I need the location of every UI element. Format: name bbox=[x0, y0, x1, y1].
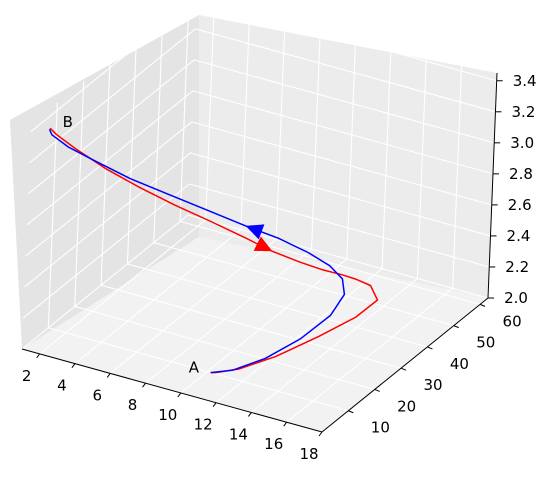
x-tick-label: 4 bbox=[57, 377, 67, 395]
z-tick-label: 3.4 bbox=[513, 72, 537, 90]
series-arrow-1 bbox=[253, 236, 273, 252]
x-tick-label: 2 bbox=[22, 367, 32, 385]
y-tick-label: 30 bbox=[424, 376, 443, 394]
z-tick-label: 2.6 bbox=[508, 196, 532, 214]
y-tick-mark bbox=[348, 410, 354, 414]
axes bbox=[21, 72, 498, 433]
floor-pane bbox=[22, 237, 488, 432]
series-line-1 bbox=[49, 127, 379, 374]
z-grid-line bbox=[29, 28, 496, 164]
x-tick-mark bbox=[142, 382, 146, 388]
z-axis-line bbox=[487, 72, 498, 299]
z-grid-line bbox=[26, 90, 494, 226]
x-tick-mark bbox=[212, 402, 217, 408]
series-arrow-2 bbox=[245, 224, 265, 240]
point-label-b: B bbox=[63, 113, 73, 131]
z-grid-line bbox=[22, 183, 490, 319]
x-tick-mark bbox=[177, 392, 182, 398]
z-tick-label: 2.2 bbox=[505, 258, 529, 276]
point-label-a: A bbox=[189, 359, 200, 377]
z-tick-label: 2.4 bbox=[507, 227, 531, 245]
x-tick-label: 14 bbox=[229, 425, 248, 443]
y-tick-label: 10 bbox=[371, 419, 390, 437]
z-tick-label: 2.8 bbox=[509, 165, 533, 183]
y-tick-label: 60 bbox=[503, 312, 522, 330]
tick-marks bbox=[36, 80, 503, 437]
y-tick-mark bbox=[427, 346, 433, 350]
x-tick-label: 16 bbox=[264, 435, 283, 453]
z-grid-line bbox=[30, 0, 497, 133]
y-tick-mark bbox=[400, 367, 407, 371]
x-tick-label: 10 bbox=[158, 406, 177, 424]
x-tick-label: 12 bbox=[194, 416, 213, 434]
x-tick-label: 18 bbox=[299, 445, 318, 463]
x-tick-mark bbox=[248, 412, 252, 417]
y-tick-label: 20 bbox=[397, 397, 416, 415]
y-tick-mark bbox=[374, 388, 380, 392]
z-grid-line bbox=[24, 152, 491, 288]
left-pane bbox=[10, 15, 199, 349]
x-tick-mark bbox=[71, 363, 76, 368]
x-axis-line bbox=[21, 348, 323, 433]
y-tick-label: 40 bbox=[450, 355, 469, 373]
z-grid-line bbox=[27, 59, 495, 195]
tick-labels: 2 4 6 8 10 12 14 16 18 10 20 30 40 50 60 2.0 2.2 2.4 2.6 2.… bbox=[22, 72, 537, 463]
z-tick-label: 3.2 bbox=[512, 103, 536, 121]
series-line-2 bbox=[48, 129, 346, 374]
back-pane bbox=[199, 15, 497, 298]
z-tick-label: 2.0 bbox=[504, 289, 528, 307]
x-tick-mark bbox=[318, 431, 323, 437]
series-layer bbox=[48, 127, 379, 374]
z-tick-label: 3.0 bbox=[510, 134, 534, 152]
x-tick-label: 6 bbox=[92, 386, 102, 404]
y-tick-label: 50 bbox=[476, 334, 495, 352]
z-grid-line bbox=[21, 214, 489, 350]
x-tick-mark bbox=[36, 353, 41, 359]
y-tick-mark bbox=[479, 303, 486, 307]
x-tick-mark bbox=[106, 373, 111, 378]
y-tick-mark bbox=[453, 325, 459, 329]
y-axis-line bbox=[321, 297, 489, 433]
z-grid-line bbox=[25, 121, 492, 257]
x-tick-mark bbox=[283, 421, 288, 427]
x-tick-label: 8 bbox=[128, 396, 138, 414]
